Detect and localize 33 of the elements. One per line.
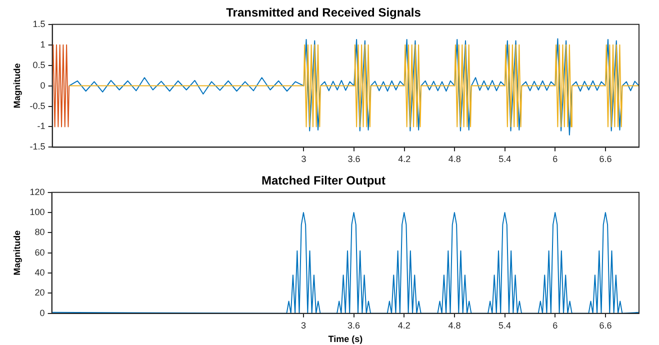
chart-title: Transmitted and Received Signals xyxy=(226,6,422,20)
x-tick-label: 5.4 xyxy=(498,320,512,330)
x-tick-label: 4.8 xyxy=(448,320,461,330)
y-tick-label: 120 xyxy=(30,186,45,197)
y-tick-label: 40 xyxy=(34,268,45,278)
y-tick-label: 1 xyxy=(40,39,46,50)
x-tick-label: 3.6 xyxy=(348,154,360,164)
y-tick-label: 1.5 xyxy=(32,18,46,29)
y-tick-label: 0 xyxy=(40,308,45,318)
y-tick-label: -1.5 xyxy=(30,142,46,152)
y-tick-label: -1 xyxy=(37,121,46,132)
y-tick-label: 20 xyxy=(34,288,45,298)
y-tick-label: 80 xyxy=(34,227,45,238)
x-tick-label: 4.8 xyxy=(448,154,461,164)
y-tick-label: 0.5 xyxy=(32,60,46,70)
x-tick-label: 5.4 xyxy=(498,154,512,164)
x-tick-label: 4.2 xyxy=(398,320,410,330)
x-tick-label: 3 xyxy=(300,320,306,330)
x-tick-label: 6.6 xyxy=(599,320,612,330)
x-tick-label: 6.6 xyxy=(599,154,612,164)
x-tick-label: 4.2 xyxy=(398,154,411,164)
y-tick-label: 0 xyxy=(40,80,46,90)
x-tick-label: 3.6 xyxy=(348,320,360,330)
y-tick-label: -0.5 xyxy=(30,100,46,111)
y-tick-label: 60 xyxy=(34,247,45,258)
chart-title: Matched Filter Output xyxy=(262,174,386,188)
y-axis-title: Magnitude xyxy=(12,63,22,108)
x-tick-label: 3 xyxy=(301,154,306,164)
y-axis-title: Magnitude xyxy=(12,230,22,276)
x-tick-label: 6 xyxy=(552,154,558,164)
y-tick-label: 100 xyxy=(30,207,45,218)
x-tick-label: 6 xyxy=(552,320,558,330)
x-axis-title: Time (s) xyxy=(328,334,363,344)
